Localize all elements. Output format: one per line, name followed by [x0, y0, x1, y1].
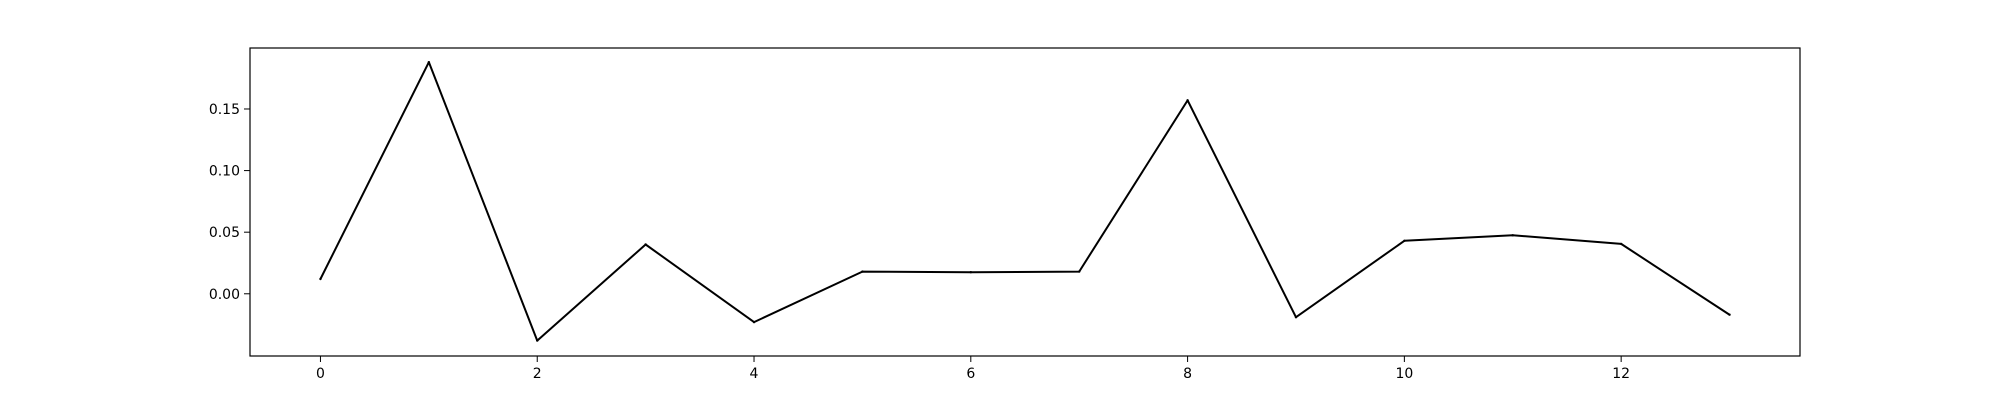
data-point	[1511, 234, 1514, 237]
x-tick-label: 10	[1395, 366, 1413, 382]
data-point	[644, 243, 647, 246]
plot-frame	[249, 47, 1801, 357]
x-tick-label: 2	[533, 366, 542, 382]
data-point	[1728, 313, 1731, 316]
x-tick-label: 8	[1183, 366, 1192, 382]
plot-area	[250, 48, 1800, 356]
data-point	[1186, 99, 1189, 102]
y-axis: 0.00 0.05 0.10 0.15	[209, 102, 250, 303]
series-layer	[319, 60, 1731, 342]
data-point	[752, 320, 756, 324]
x-tick-label: 0	[316, 366, 325, 382]
y-tick-label: 0.00	[209, 287, 240, 303]
y-tick-label: 0.10	[209, 164, 240, 180]
data-point	[1077, 270, 1081, 273]
data-point	[861, 270, 864, 273]
x-tick-label: 4	[750, 366, 759, 382]
series-line	[319, 61, 1731, 342]
data-point	[1619, 242, 1623, 246]
data-point	[319, 277, 322, 281]
data-point	[969, 271, 973, 274]
y-tick-label: 0.15	[209, 102, 240, 118]
data-point	[1294, 315, 1298, 319]
x-axis: 0 2 4 6 8 10 12	[316, 356, 1630, 382]
x-tick-label: 6	[966, 366, 975, 382]
x-tick-label: 12	[1612, 366, 1630, 382]
y-tick-label: 0.05	[209, 225, 240, 241]
data-point	[1403, 239, 1406, 243]
data-point	[427, 60, 431, 64]
data-point	[536, 339, 539, 342]
